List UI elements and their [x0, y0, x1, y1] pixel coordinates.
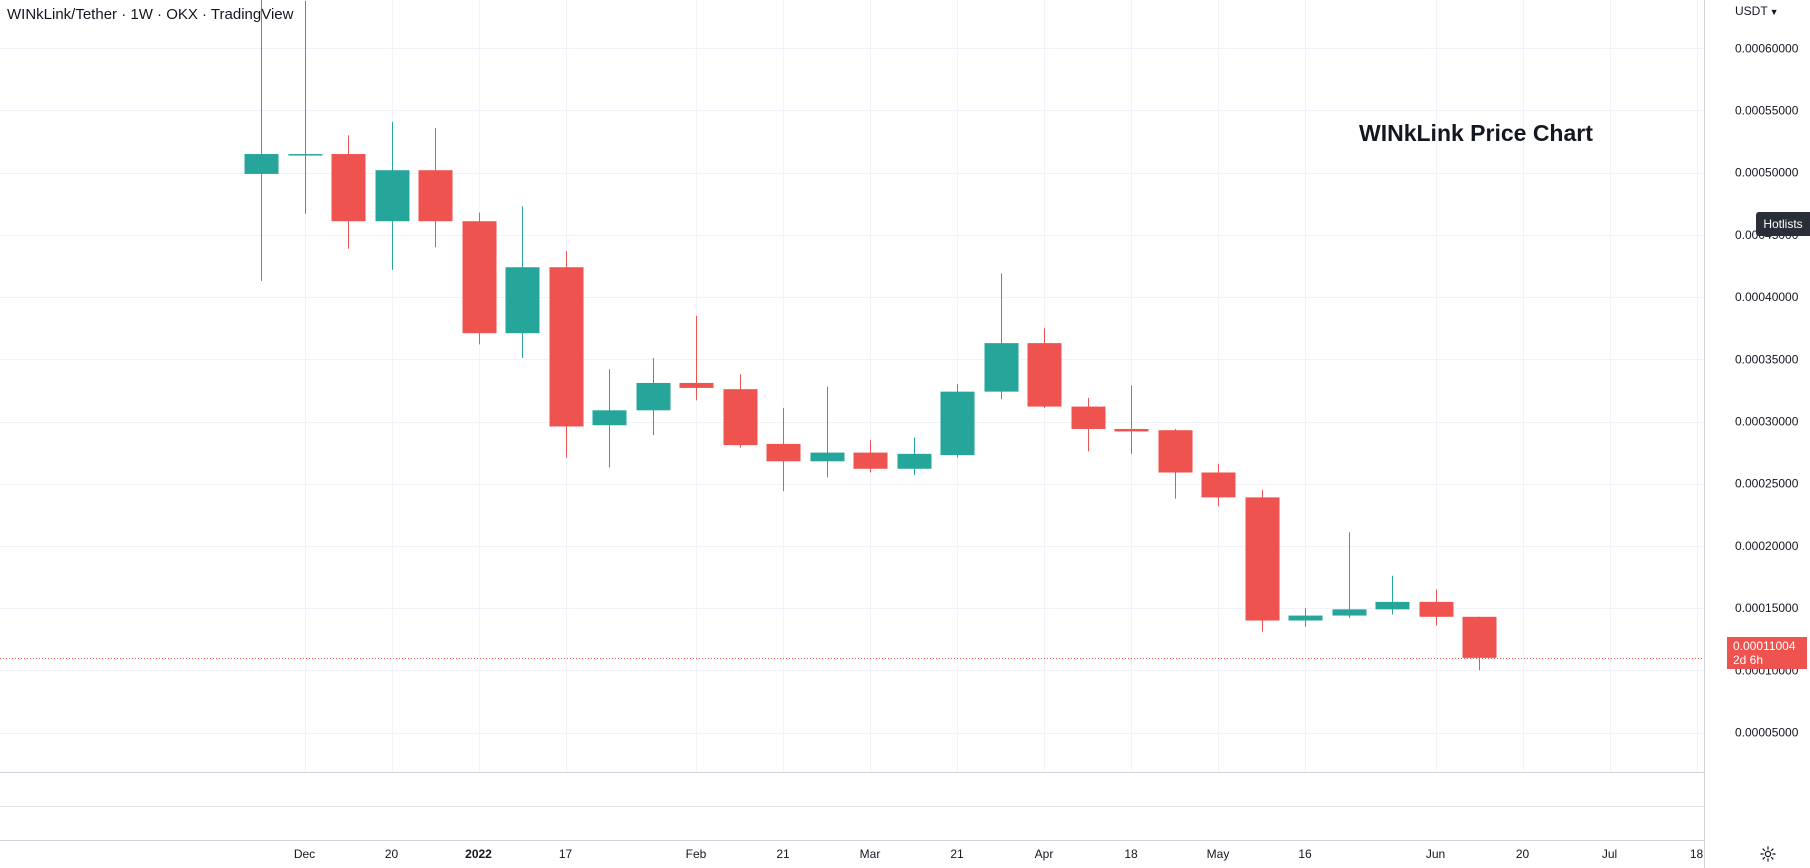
x-tick-label: 20 — [385, 847, 399, 861]
candle-body — [1027, 343, 1062, 407]
candle-body — [723, 389, 758, 446]
y-tick-label: 0.00050000 — [1735, 166, 1799, 180]
candle-body — [1462, 616, 1497, 658]
chart-title: WINkLink Price Chart — [1359, 120, 1593, 146]
y-tick-label: 0.00030000 — [1735, 415, 1799, 429]
x-tick-label: Apr — [1035, 847, 1054, 861]
candle-body — [679, 382, 714, 388]
currency-selector[interactable]: USDT ▼ — [1735, 4, 1779, 18]
y-tick-label: 0.00035000 — [1735, 352, 1799, 366]
x-tick-label: 2022 — [465, 847, 492, 861]
x-tick-label: Mar — [860, 847, 881, 861]
x-tick-label: 18 — [1690, 847, 1704, 861]
candle-body — [244, 154, 279, 174]
y-tick-label: 0.00005000 — [1735, 726, 1799, 740]
last-price-value: 0.00011004 — [1733, 639, 1796, 653]
x-tick-label: 21 — [776, 847, 790, 861]
candle-body — [1114, 428, 1149, 432]
candle-body — [636, 382, 671, 411]
y-tick-label: 0.00020000 — [1735, 539, 1799, 553]
caret-down-icon: ▼ — [1769, 7, 1779, 17]
x-tick-label: Jul — [1602, 847, 1617, 861]
candle-body — [288, 154, 323, 156]
candle-body — [810, 452, 845, 462]
candle-body — [940, 391, 975, 456]
candle-body — [766, 443, 801, 462]
candle-body — [1288, 615, 1323, 621]
candle-body — [331, 154, 366, 222]
x-tick-label: 16 — [1298, 847, 1312, 861]
last-price-tag: 0.00011004 2d 6h — [1727, 637, 1807, 669]
candle-body — [592, 410, 627, 426]
x-tick-label: Jun — [1426, 847, 1445, 861]
candle-body — [984, 343, 1019, 392]
x-tick-label: 21 — [950, 847, 964, 861]
x-tick-label: Feb — [686, 847, 707, 861]
candle-body — [1158, 430, 1193, 473]
candle-body — [1375, 601, 1410, 610]
candle-body — [1245, 497, 1280, 621]
candle-body — [1201, 472, 1236, 498]
y-tick-label: 0.00015000 — [1735, 601, 1799, 615]
x-tick-label: 20 — [1516, 847, 1530, 861]
hotlists-button[interactable]: Hotlists — [1756, 212, 1810, 236]
candle-body — [1071, 406, 1106, 429]
candle-body — [1419, 601, 1454, 617]
y-tick-label: 0.00025000 — [1735, 477, 1799, 491]
x-tick-label: 17 — [559, 847, 573, 861]
y-tick-label: 0.00060000 — [1735, 41, 1799, 55]
bar-countdown: 2d 6h — [1733, 653, 1764, 667]
x-tick-label: Dec — [294, 847, 315, 861]
candle-body — [462, 221, 497, 334]
symbol-title: WINkLink/Tether · 1W · OKX · TradingView — [7, 6, 294, 23]
settings-icon[interactable] — [1759, 845, 1777, 863]
x-tick-label: 18 — [1124, 847, 1138, 861]
candle-body — [375, 170, 410, 222]
y-tick-label: 0.00040000 — [1735, 290, 1799, 304]
candle-body — [853, 452, 888, 469]
candle-body — [549, 267, 584, 427]
candle-body — [505, 267, 540, 334]
candle-body — [1332, 609, 1367, 616]
candle-body — [897, 453, 932, 469]
candle-body — [418, 170, 453, 222]
y-tick-label: 0.00055000 — [1735, 104, 1799, 118]
currency-label: USDT — [1735, 4, 1768, 18]
x-tick-label: May — [1207, 847, 1230, 861]
